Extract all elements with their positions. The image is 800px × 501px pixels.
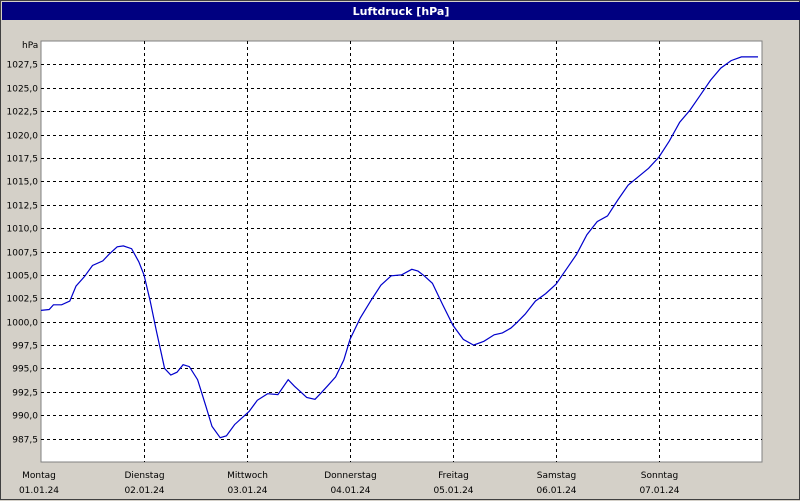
y-tick-label: 997,5 [12, 342, 38, 352]
x-tick-date-label: 05.01.24 [433, 486, 473, 496]
y-tick-label: 992,5 [12, 389, 38, 399]
y-tick-label: 1005,0 [7, 272, 39, 282]
y-tick-label: 987,5 [12, 436, 38, 446]
chart-title: Luftdruck [hPa] [2, 2, 800, 20]
plot-area [40, 40, 763, 463]
x-tick-day-label: Mittwoch [227, 471, 268, 481]
x-tick-date-label: 06.01.24 [536, 486, 576, 496]
y-tick-label: 1007,5 [7, 249, 39, 259]
x-tick-day-label: Samstag [537, 471, 576, 481]
x-tick-day-label: Donnerstag [324, 471, 377, 481]
x-tick-day-label: Montag [22, 471, 56, 481]
y-tick-label: 1027,5 [7, 61, 39, 71]
y-tick-label: 1002,5 [7, 295, 39, 305]
y-tick-label: 1020,0 [7, 132, 39, 142]
x-tick-date-label: 07.01.24 [639, 486, 679, 496]
y-tick-label: 1022,5 [7, 108, 39, 118]
x-tick-date-label: 01.01.24 [19, 486, 59, 496]
y-tick-label: 990,0 [12, 412, 38, 422]
x-tick-date-label: 02.01.24 [124, 486, 164, 496]
x-tick-day-label: Sonntag [641, 471, 678, 481]
x-tick-day-label: Freitag [438, 471, 469, 481]
y-tick-label: 1000,0 [7, 319, 39, 329]
y-tick-label: 1015,0 [7, 178, 39, 188]
y-tick-label: 1025,0 [7, 85, 39, 95]
x-tick-date-label: 03.01.24 [227, 486, 267, 496]
pressure-series-line [40, 56, 758, 439]
y-tick-label: 1017,5 [7, 155, 39, 165]
x-tick-day-label: Dienstag [124, 471, 164, 481]
x-tick-date-label: 04.01.24 [330, 486, 370, 496]
y-tick-label: 1012,5 [7, 202, 39, 212]
y-tick-label: 1010,0 [7, 225, 39, 235]
y-axis-unit-label: hPa [22, 41, 38, 51]
y-tick-label: 995,0 [12, 365, 38, 375]
